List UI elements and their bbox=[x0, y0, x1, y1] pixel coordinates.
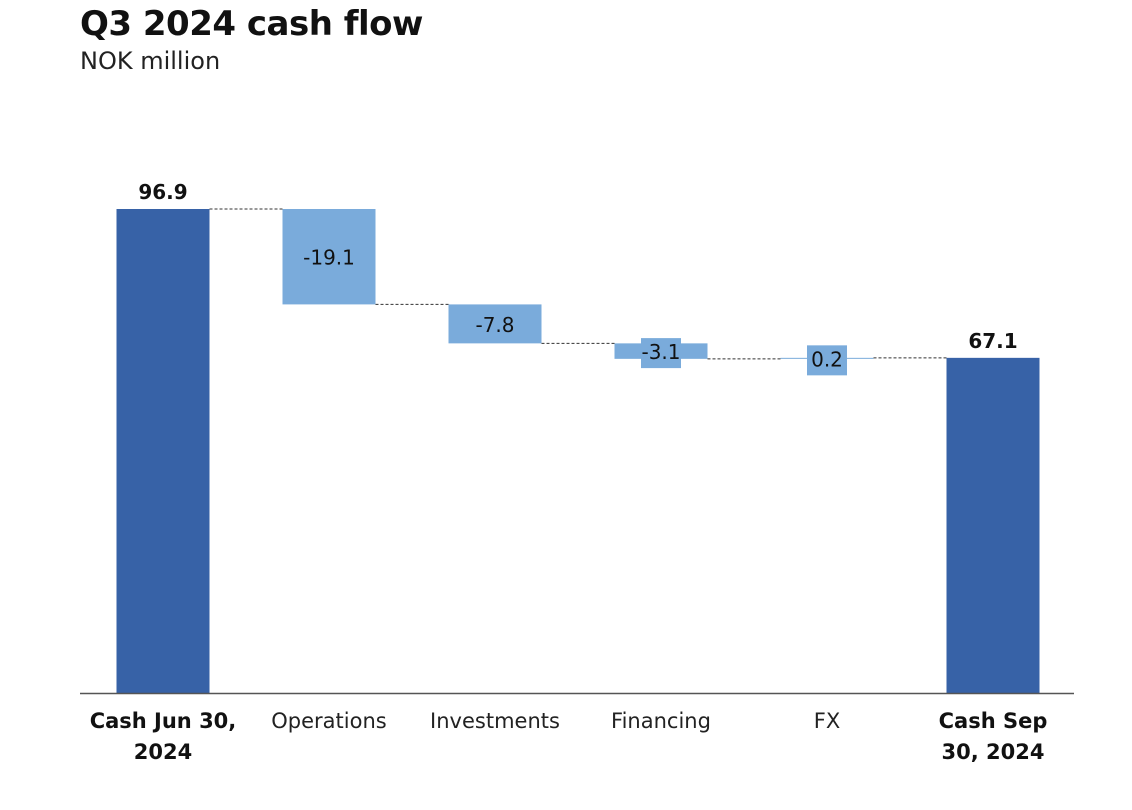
value-label-box-4 bbox=[807, 345, 847, 376]
bar-delta-2 bbox=[448, 304, 542, 344]
value-label-1: -19.1 bbox=[303, 246, 355, 270]
category-label-5-line-0: Cash Sep bbox=[939, 709, 1048, 733]
chart-title: Q3 2024 cash flow bbox=[80, 4, 423, 44]
chart-subtitle: NOK million bbox=[80, 47, 221, 75]
bar-total-0 bbox=[116, 209, 210, 693]
category-label-2-line-0: Investments bbox=[430, 709, 560, 733]
bar-total-5 bbox=[946, 357, 1040, 693]
category-label-0-line-0: Cash Jun 30, bbox=[90, 709, 237, 733]
value-label-5: 67.1 bbox=[968, 329, 1017, 353]
value-label-0: 96.9 bbox=[138, 180, 187, 204]
category-label-4-line-0: FX bbox=[814, 709, 840, 733]
category-label-1-line-0: Operations bbox=[271, 709, 386, 733]
category-label-5-line-1: 30, 2024 bbox=[942, 740, 1045, 764]
category-label-0-line-1: 2024 bbox=[134, 740, 192, 764]
value-label-2: -7.8 bbox=[475, 313, 514, 337]
bar-delta-1 bbox=[282, 209, 376, 305]
value-label-box-3 bbox=[641, 338, 681, 369]
value-label-3: -3.1 bbox=[641, 340, 680, 364]
category-label-3-line-0: Financing bbox=[611, 709, 711, 733]
value-label-4: 0.2 bbox=[811, 347, 843, 371]
